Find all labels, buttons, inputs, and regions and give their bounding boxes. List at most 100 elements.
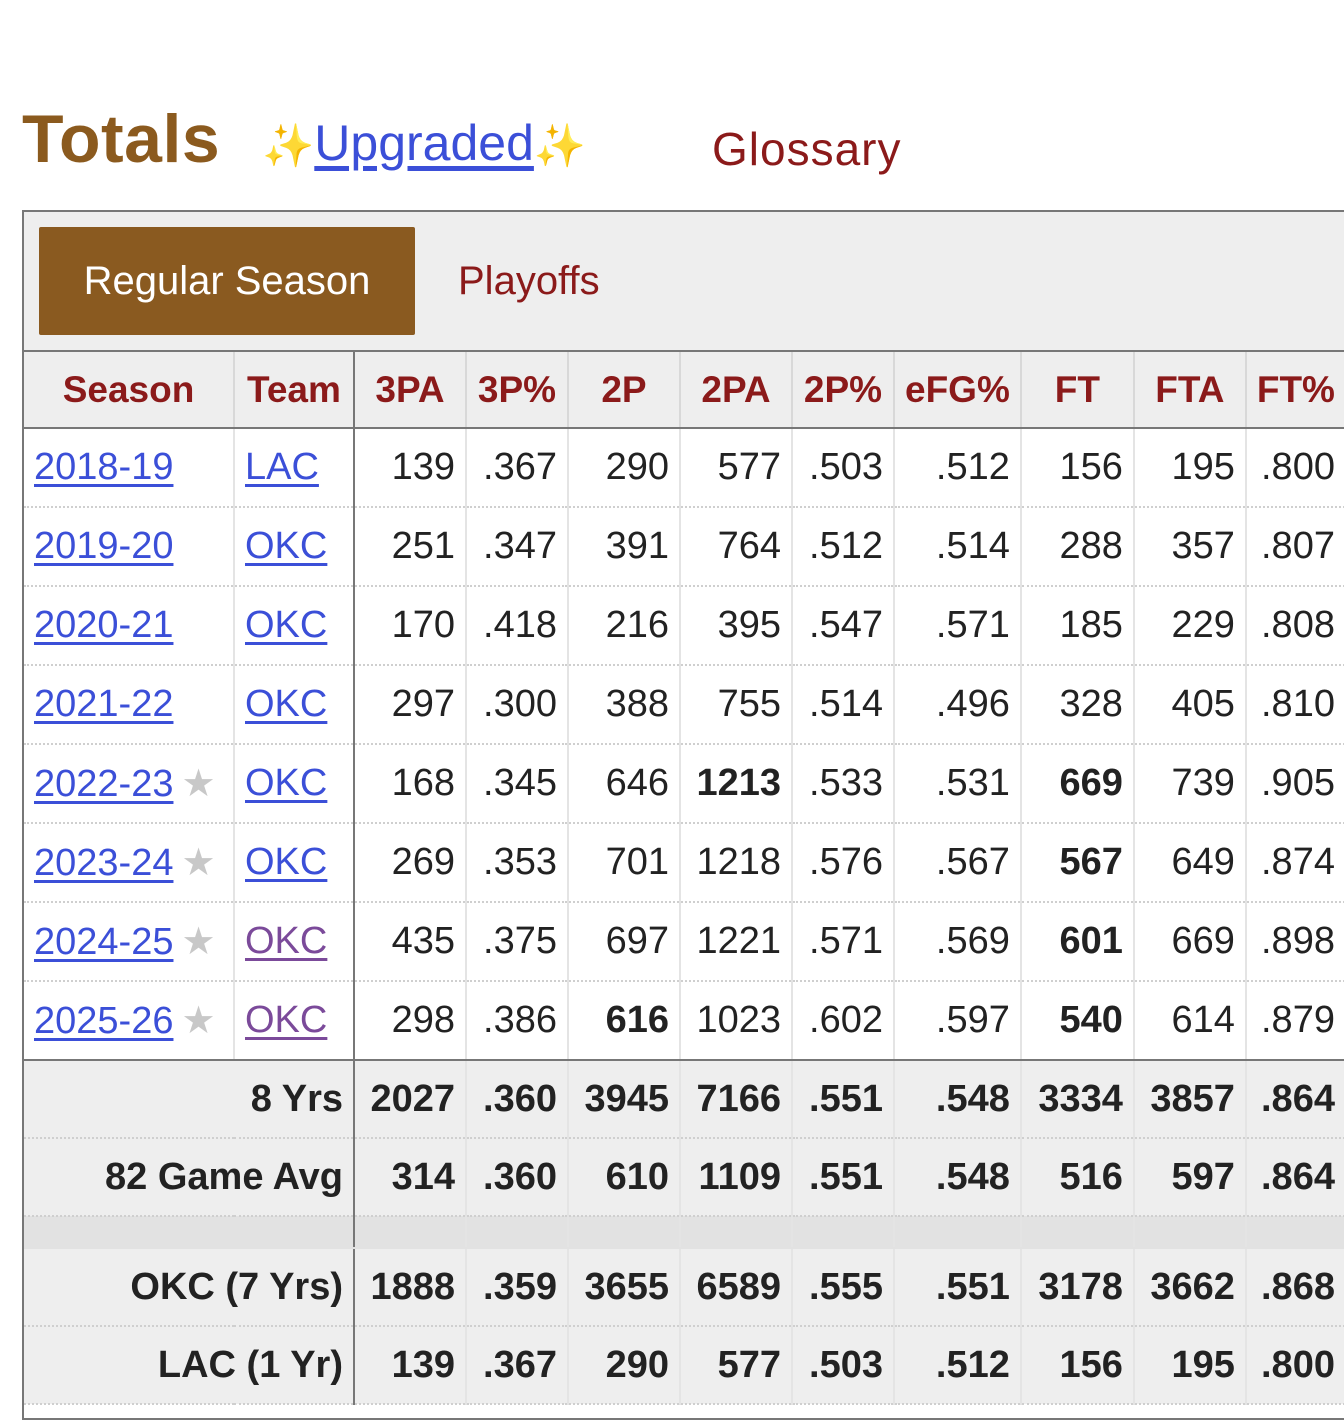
spacer-cell: [680, 1216, 793, 1249]
season-cell: 2019-20: [24, 507, 235, 587]
ft-pct-cell: .800: [1245, 428, 1344, 508]
2p-cell: 3655: [568, 1248, 681, 1327]
2p-pct-cell: .512: [792, 507, 895, 587]
column-header-fta[interactable]: FTA: [1133, 352, 1247, 429]
3p-pct-cell: .375: [466, 902, 569, 982]
column-header-efg-pct[interactable]: eFG%: [894, 352, 1022, 429]
tab-regular-season[interactable]: Regular Season: [39, 227, 415, 335]
column-header-2p[interactable]: 2P: [568, 352, 681, 429]
team-link[interactable]: OKC: [245, 525, 328, 567]
season-link[interactable]: 2022-23: [34, 763, 174, 805]
2p-cell: 388: [568, 665, 681, 745]
summary-row: 82 Game Avg 314.360 610 1109.551.548 516 597.…: [24, 1138, 1344, 1217]
summary-label: 82 Game Avg: [24, 1138, 355, 1217]
2pa-cell: 6589: [680, 1248, 793, 1327]
2p-cell: 646: [568, 744, 681, 824]
3pa-cell: 139: [354, 428, 467, 508]
3p-pct-cell: .386: [466, 981, 569, 1061]
3pa-cell: 170: [354, 586, 467, 666]
2p-pct-cell: .576: [792, 823, 895, 903]
2p-pct-cell: .503: [792, 428, 895, 508]
season-link[interactable]: 2020-21: [34, 604, 174, 646]
ft-cell: 540: [1020, 981, 1135, 1061]
fta-cell: 229: [1133, 586, 1247, 666]
2p-pct-cell: .551: [792, 1060, 895, 1139]
2pa-cell: 1213: [680, 744, 793, 824]
column-header-3p-pct[interactable]: 3P%: [466, 352, 569, 429]
ft-pct-cell: .810: [1245, 665, 1344, 745]
2p-pct-cell: .547: [792, 586, 895, 666]
3pa-cell: 435: [354, 902, 467, 982]
glossary-link[interactable]: Glossary: [712, 123, 902, 175]
efg-pct-cell: .551: [894, 1248, 1022, 1327]
ft-pct-cell: .800: [1245, 1326, 1344, 1405]
2p-pct-cell: .551: [792, 1138, 895, 1217]
team-link[interactable]: OKC: [245, 604, 328, 646]
all-star-icon: ★: [181, 842, 216, 884]
ft-cell: 288: [1020, 507, 1135, 587]
team-link[interactable]: OKC: [245, 841, 328, 883]
team-link[interactable]: OKC: [245, 999, 328, 1041]
tab-playoffs[interactable]: Playoffs: [458, 259, 600, 303]
season-link[interactable]: 2023-24: [34, 842, 174, 884]
team-link[interactable]: OKC: [245, 683, 328, 725]
ft-cell: 328: [1020, 665, 1135, 745]
2p-cell: 610: [568, 1138, 681, 1217]
2pa-cell: 755: [680, 665, 793, 745]
3p-pct-cell: .345: [466, 744, 569, 824]
table-row: 2022-23 ★ OKC 168.345 646 1213.533.531 669 739.…: [24, 744, 1344, 824]
efg-pct-cell: .571: [894, 586, 1022, 666]
season-link[interactable]: 2019-20: [34, 525, 174, 567]
upgraded-link-group[interactable]: ✨Upgraded✨: [262, 114, 586, 172]
table-row: 2018-19 LAC 139.367 290 577.503.512 156 195.80…: [24, 428, 1344, 508]
column-header-ft-pct[interactable]: FT%: [1245, 352, 1344, 429]
tab-bar: Regular Season Playoffs: [24, 212, 1344, 352]
table-header-row: Season Team 3PA 3P% 2P 2PA 2P% eFG% FT F…: [24, 352, 1344, 429]
season-link[interactable]: 2021-22: [34, 683, 174, 725]
column-header-3pa[interactable]: 3PA: [354, 352, 467, 429]
team-link[interactable]: OKC: [245, 920, 328, 962]
3p-pct-cell: .347: [466, 507, 569, 587]
ft-pct-cell: .905: [1245, 744, 1344, 824]
efg-pct-cell: .597: [894, 981, 1022, 1061]
ft-cell: 3334: [1020, 1060, 1135, 1139]
column-header-2p-pct[interactable]: 2P%: [792, 352, 895, 429]
column-header-2pa[interactable]: 2PA: [680, 352, 793, 429]
ft-pct-cell: .864: [1245, 1060, 1344, 1139]
team-link[interactable]: OKC: [245, 762, 328, 804]
column-header-ft[interactable]: FT: [1020, 352, 1135, 429]
ft-pct-cell: .874: [1245, 823, 1344, 903]
upgraded-link[interactable]: Upgraded: [314, 115, 534, 171]
fta-cell: 357: [1133, 507, 1247, 587]
season-link[interactable]: 2018-19: [34, 446, 174, 488]
season-cell: 2022-23 ★: [24, 744, 235, 824]
3p-pct-cell: .367: [466, 1326, 569, 1405]
2pa-cell: 1218: [680, 823, 793, 903]
column-header-season[interactable]: Season: [24, 352, 235, 429]
2p-cell: 616: [568, 981, 681, 1061]
column-header-team[interactable]: Team: [234, 352, 355, 429]
2p-pct-cell: .533: [792, 744, 895, 824]
spacer-cell: [1245, 1216, 1344, 1249]
season-link[interactable]: 2024-25: [34, 921, 174, 963]
totals-table: Season Team 3PA 3P% 2P 2PA 2P% eFG% FT F…: [24, 352, 1344, 1405]
season-cell: 2018-19: [24, 428, 235, 508]
team-summary-row: OKC (7 Yrs) 1888.359 3655 6589.555.551 3178 3…: [24, 1248, 1344, 1327]
3p-pct-cell: .418: [466, 586, 569, 666]
summary-label: LAC (1 Yr): [24, 1326, 355, 1405]
ft-cell: 156: [1020, 1326, 1135, 1405]
fta-cell: 405: [1133, 665, 1247, 745]
fta-cell: 3662: [1133, 1248, 1247, 1327]
spacer-row: [24, 1216, 1344, 1249]
ft-pct-cell: .898: [1245, 902, 1344, 982]
2p-cell: 391: [568, 507, 681, 587]
season-link[interactable]: 2025-26: [34, 1000, 174, 1042]
fta-cell: 597: [1133, 1138, 1247, 1217]
team-link[interactable]: LAC: [245, 446, 319, 488]
3p-pct-cell: .300: [466, 665, 569, 745]
efg-pct-cell: .567: [894, 823, 1022, 903]
ft-cell: 156: [1020, 428, 1135, 508]
spacer-cell: [792, 1216, 895, 1249]
2pa-cell: 1023: [680, 981, 793, 1061]
page-title: Totals: [22, 101, 221, 177]
